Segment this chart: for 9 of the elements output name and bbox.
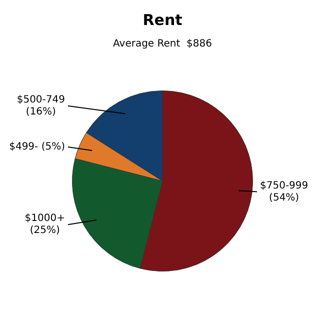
data-label: (54%) <box>269 192 300 204</box>
slice-label: $1000+ <box>24 213 66 224</box>
data-label: (25%) <box>30 225 60 236</box>
chart-subtitle: Average Rent $886 <box>113 38 212 50</box>
chart-title: Rent <box>142 10 182 29</box>
slice-label: $500-749 <box>16 94 66 106</box>
data-label: (16%) <box>26 106 56 118</box>
slice-label: $499- (5%) <box>9 142 66 153</box>
slice-label: $750-999 <box>260 180 308 192</box>
